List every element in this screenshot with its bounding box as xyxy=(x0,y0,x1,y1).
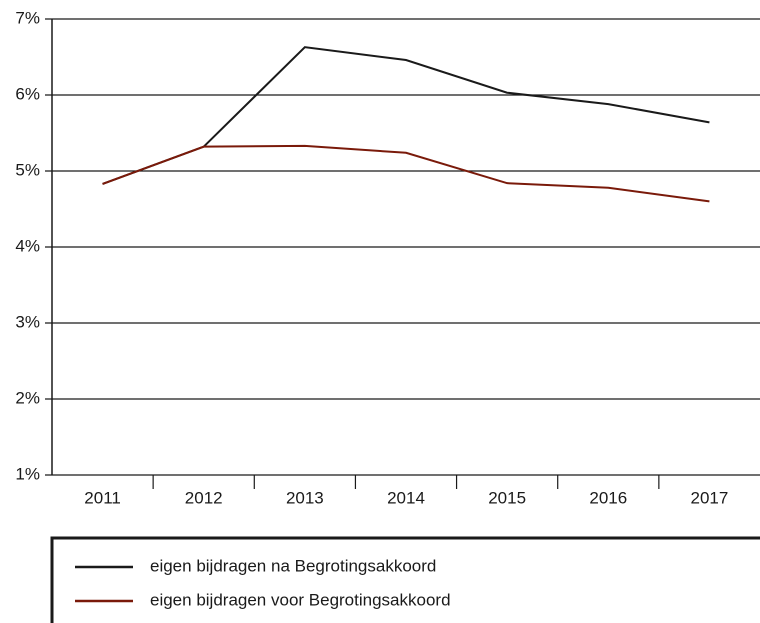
legend-label: eigen bijdragen voor Begrotingsakkoord xyxy=(150,590,451,609)
legend-label: eigen bijdragen na Begrotingsakkoord xyxy=(150,556,436,575)
y-tick-label: 2% xyxy=(15,388,40,407)
legend-box xyxy=(50,536,760,623)
y-tick-label: 1% xyxy=(15,464,40,483)
y-tick-label: 3% xyxy=(15,312,40,331)
x-tick-label: 2013 xyxy=(286,488,324,507)
series-line xyxy=(102,144,710,203)
y-tick-label: 7% xyxy=(15,8,40,27)
x-tick-label: 2012 xyxy=(185,488,223,507)
x-tick-label: 2017 xyxy=(691,488,729,507)
x-tick-label: 2011 xyxy=(84,488,121,507)
series-line xyxy=(102,46,710,185)
x-tick-label: 2015 xyxy=(488,488,526,507)
x-tick-label: 2014 xyxy=(387,488,425,507)
x-tick-label: 2016 xyxy=(589,488,627,507)
y-tick-label: 4% xyxy=(15,236,40,255)
y-tick-label: 5% xyxy=(15,160,40,179)
y-tick-label: 6% xyxy=(15,84,40,103)
